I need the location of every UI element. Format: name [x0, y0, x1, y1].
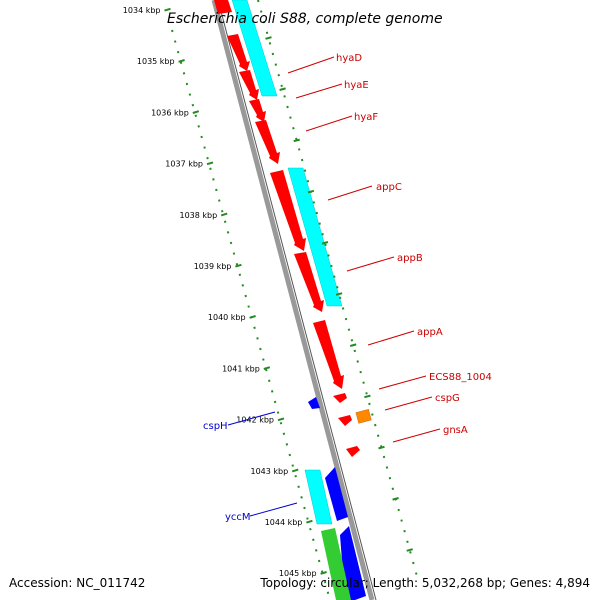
- ruler-tick-outer: [378, 445, 385, 450]
- ruler-label: 1045 kbp: [279, 569, 317, 578]
- feature-green[interactable]: [321, 528, 351, 600]
- ruler-label: 1039 kbp: [194, 262, 232, 271]
- ruler-label: 1042 kbp: [236, 416, 274, 425]
- ruler-tick-outer: [279, 87, 286, 91]
- forward-genes: [214, 0, 360, 457]
- ruler-label: 1038 kbp: [179, 211, 217, 220]
- ruler-tick-inner: [220, 212, 228, 217]
- gene-label-appC[interactable]: appC: [376, 182, 402, 193]
- ruler-tick-inner: [235, 263, 242, 268]
- ruler-line-inner: [171, 29, 331, 600]
- label-leaders: [287, 56, 441, 443]
- gene-yccM-arrow[interactable]: [325, 467, 348, 521]
- gene-ecs88-1004-arrow[interactable]: [333, 393, 347, 403]
- gene-hyaD-arrow[interactable]: [227, 34, 250, 71]
- leader-appB: [346, 256, 395, 272]
- gene-label-gnsA[interactable]: gnsA: [443, 425, 468, 436]
- leader-yccM: [249, 502, 298, 517]
- gene-label-cspH[interactable]: cspH: [203, 421, 228, 432]
- ruler-label: 1040 kbp: [208, 313, 246, 322]
- ruler-tick-outer: [392, 497, 399, 501]
- ruler-tick-inner: [178, 59, 185, 63]
- ruler-label: 1035 kbp: [137, 57, 175, 66]
- ruler-line-outer: [257, 0, 419, 581]
- gene-label-hyaF[interactable]: hyaF: [354, 112, 378, 123]
- backbone: [211, 0, 375, 600]
- ruler-tick-outer: [293, 138, 300, 143]
- ruler-ticks: [164, 7, 413, 575]
- leader-ecs: [378, 375, 427, 390]
- leader-hyaF: [305, 115, 353, 132]
- gene-hyaF-small-arrow[interactable]: [249, 99, 266, 122]
- ruler-tick-outer: [335, 292, 343, 296]
- feature-orange[interactable]: [355, 409, 372, 424]
- gene-hyaE-arrow[interactable]: [239, 70, 259, 100]
- gene-label-hyaE[interactable]: hyaE: [344, 80, 369, 91]
- accession-label: Accession: NC_011742: [9, 576, 145, 590]
- position-ruler: 1034 kbp 1035 kbp 1036 kbp 1037 kbp 1038 kbp…: [123, 0, 419, 600]
- leader-appA: [367, 330, 415, 346]
- ruler-label: 1043 kbp: [250, 467, 288, 476]
- ruler-tick-inner: [192, 110, 200, 114]
- feature-cyan-2[interactable]: [287, 167, 343, 307]
- gene-label-cspG[interactable]: cspG: [435, 393, 460, 404]
- gene-cspG-arrow[interactable]: [338, 415, 352, 426]
- label-leaders-blue: [227, 411, 298, 517]
- ruler-tick-inner: [249, 315, 256, 319]
- ruler-tick-outer: [307, 189, 315, 194]
- leader-hyaD: [287, 56, 335, 74]
- gene-label-hyaD[interactable]: hyaD: [336, 53, 362, 64]
- gene-label-yccM[interactable]: yccM: [225, 512, 251, 523]
- ruler-tick-outer: [406, 548, 413, 552]
- ruler-label: 1037 kbp: [165, 160, 203, 169]
- gene-appA-arrow[interactable]: [313, 320, 344, 389]
- leader-gnsA: [392, 428, 441, 443]
- ruler-tick-outer: [364, 394, 371, 399]
- ruler-label: 1036 kbp: [151, 108, 189, 117]
- gene-gnsA-arrow[interactable]: [346, 446, 360, 457]
- ruler-tick-inner: [320, 571, 327, 575]
- ruler-label: 1044 kbp: [265, 518, 303, 527]
- ruler-tick-inner: [306, 519, 313, 524]
- ruler-tick-inner: [164, 7, 171, 12]
- ruler-tick-inner: [263, 366, 271, 370]
- ruler-tick-outer: [321, 241, 329, 245]
- ruler-tick-outer: [349, 343, 357, 347]
- genome-summary: Topology: circular; Length: 5,032,268 bp…: [259, 576, 590, 590]
- backbone-shadow: [217, 0, 377, 600]
- ruler-labels: 1034 kbp 1035 kbp 1036 kbp 1037 kbp 1038 kbp…: [123, 6, 317, 578]
- gene-appC-arrow[interactable]: [270, 170, 306, 251]
- gene-appB-arrow[interactable]: [294, 252, 324, 312]
- leader-hyaE: [295, 83, 343, 99]
- cyan-features: [231, 0, 343, 525]
- feature-cyan-1[interactable]: [231, 0, 278, 97]
- gene-hyaF-arrow[interactable]: [255, 120, 280, 164]
- gene-labels: hyaD hyaE hyaF appC appB appA ECS88_1004…: [203, 53, 492, 523]
- gene-label-ecs88-1004[interactable]: ECS88_1004: [429, 372, 492, 383]
- leader-cspH: [227, 411, 276, 426]
- leader-appC: [327, 185, 373, 201]
- ruler-label: 1041 kbp: [222, 364, 260, 373]
- genome-title: Escherichia coli S88, complete genome: [167, 11, 443, 27]
- ruler-tick-inner: [277, 417, 285, 422]
- ruler-tick-inner: [206, 161, 214, 166]
- ruler-tick-inner: [291, 468, 299, 473]
- gene-cspH-arrow[interactable]: [308, 397, 320, 409]
- feature-cyan-3[interactable]: [304, 469, 333, 525]
- gene-hyaC-arrow[interactable]: [214, 0, 232, 14]
- leader-cspG: [384, 396, 433, 411]
- ruler-tick-outer: [265, 36, 272, 40]
- gene-label-appA[interactable]: appA: [417, 327, 443, 338]
- ruler-label: 1034 kbp: [123, 6, 161, 15]
- gene-label-appB[interactable]: appB: [397, 253, 423, 264]
